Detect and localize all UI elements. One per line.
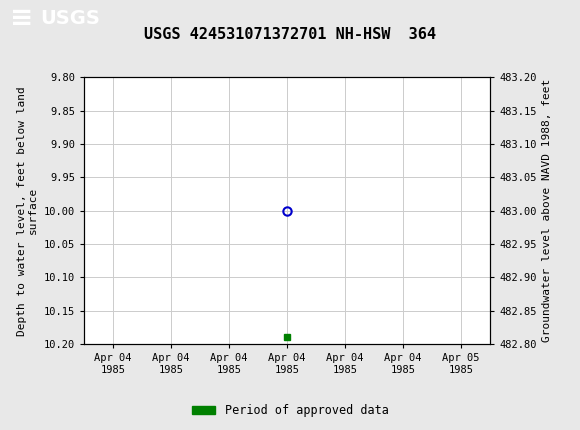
Text: USGS: USGS (41, 9, 100, 28)
Legend: Period of approved data: Period of approved data (187, 399, 393, 422)
Y-axis label: Groundwater level above NAVD 1988, feet: Groundwater level above NAVD 1988, feet (542, 79, 552, 342)
Text: USGS 424531071372701 NH-HSW  364: USGS 424531071372701 NH-HSW 364 (144, 27, 436, 42)
Text: ≡: ≡ (10, 4, 34, 32)
Y-axis label: Depth to water level, feet below land
surface: Depth to water level, feet below land su… (17, 86, 38, 335)
